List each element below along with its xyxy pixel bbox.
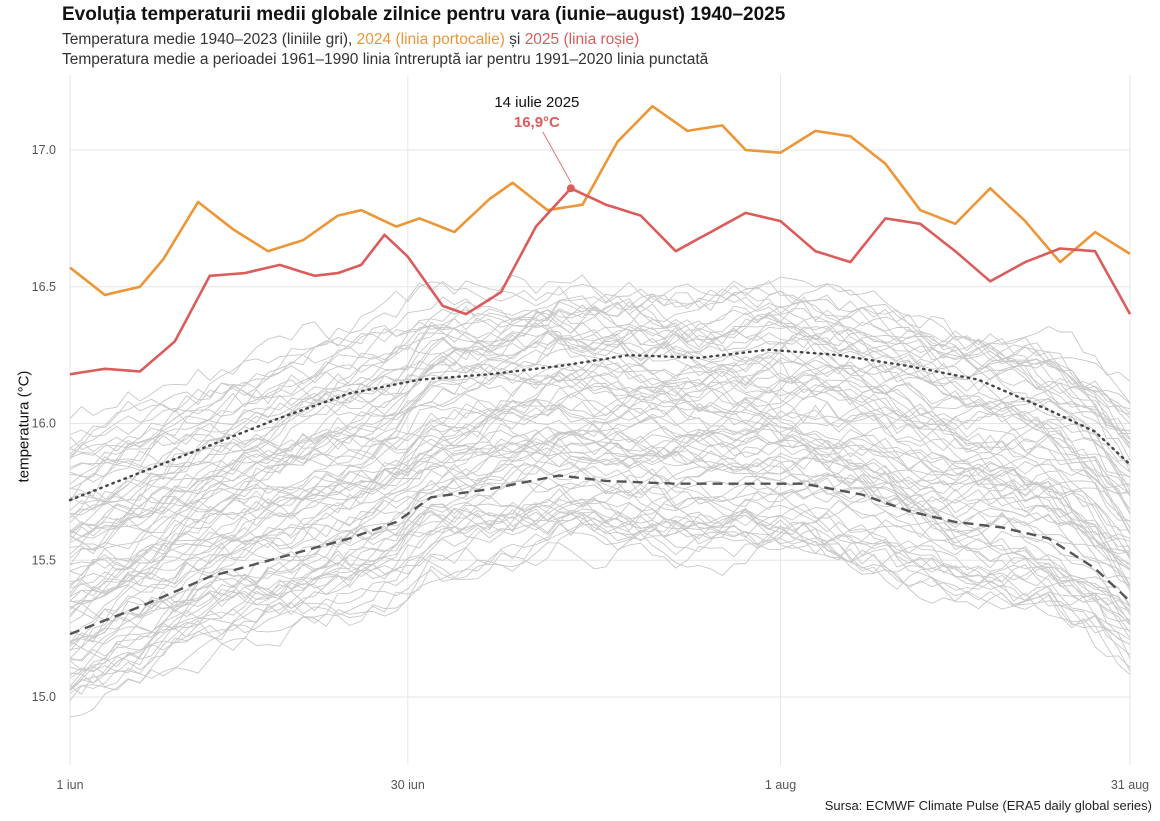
series-line-2025	[69, 187, 1132, 376]
historical-year-line	[69, 381, 1131, 532]
source-note: Sursa: ECMWF Climate Pulse (ERA5 daily g…	[824, 798, 1152, 813]
historical-year-line	[69, 320, 1131, 483]
historical-year-line	[69, 283, 1131, 458]
annotation: 14 iulie 2025 16,9°C	[494, 94, 579, 193]
historical-year-line	[69, 430, 1131, 620]
series-line-1991-2020	[68, 348, 1132, 502]
historical-year-line	[69, 385, 1131, 555]
historical-year-line	[69, 512, 1131, 695]
historical-year-line	[69, 447, 1131, 659]
historical-year-line	[69, 386, 1130, 588]
x-tick-label: 1 iun	[56, 778, 83, 792]
historical-year-line	[69, 367, 1131, 566]
historical-year-line	[69, 286, 1131, 469]
series-line-2024	[69, 104, 1131, 297]
historical-year-line	[69, 301, 1131, 449]
historical-year-line	[69, 442, 1131, 647]
historical-year-line	[69, 496, 1131, 691]
historical-year-line	[69, 322, 1131, 516]
axis-ticks: 15.0 15.5 16.0 16.5 17.0 1 iun 30 iun 1 aug 31 a…	[32, 143, 1150, 792]
annotation-leader	[542, 131, 572, 183]
year-lines	[69, 104, 1132, 376]
historical-year-line	[69, 503, 1131, 690]
chart-subtitle-line2: Temperatura medie a perioadei 1961–1990 …	[62, 51, 709, 68]
historical-year-line	[69, 499, 1131, 679]
historical-year-line	[69, 280, 1131, 460]
historical-year-line	[69, 305, 1131, 502]
x-tick-label: 1 aug	[765, 778, 796, 792]
x-tick-label: 30 iun	[391, 778, 425, 792]
historical-year-line	[69, 422, 1131, 569]
historical-year-line	[69, 385, 1131, 555]
historical-year-line	[69, 365, 1131, 539]
historical-year-line	[69, 415, 1131, 597]
historical-year-line	[69, 518, 1131, 687]
historical-year-line	[69, 521, 1131, 718]
historical-year-line	[69, 325, 1131, 490]
subtitle-prefix: Temperatura medie 1940–2023 (liniile gri…	[62, 31, 357, 48]
historical-year-line	[69, 431, 1131, 611]
y-tick-label: 15.5	[32, 553, 56, 567]
historical-year-line	[69, 469, 1131, 639]
historical-year-line	[69, 405, 1131, 585]
x-tick-label: 31 aug	[1111, 778, 1149, 792]
y-tick-label: 16.5	[32, 280, 56, 294]
historical-year-line	[69, 338, 1131, 535]
historical-year-line	[69, 478, 1131, 676]
historical-year-line	[69, 341, 1131, 544]
historical-year-line	[69, 324, 1131, 505]
historical-year-line	[69, 429, 1131, 602]
historical-year-line	[69, 488, 1131, 701]
historical-year-line	[69, 295, 1131, 451]
historical-year-line	[69, 274, 1131, 419]
historical-year-line	[69, 476, 1131, 646]
historical-year-line	[69, 369, 1131, 530]
historical-year-line	[69, 365, 1131, 537]
grid-lines	[69, 75, 1131, 765]
historical-year-line	[69, 441, 1131, 594]
historical-lines	[69, 274, 1131, 718]
historical-year-line	[69, 425, 1131, 643]
chart-subtitle-line1: Temperatura medie 1940–2023 (liniile gri…	[62, 31, 639, 49]
annotation-value: 16,9°C	[514, 114, 560, 131]
historical-year-line	[69, 468, 1131, 671]
historical-year-line	[69, 420, 1131, 605]
historical-year-line	[69, 457, 1131, 622]
historical-year-line	[69, 507, 1131, 675]
historical-year-line	[69, 358, 1131, 534]
historical-year-line	[69, 406, 1131, 583]
historical-year-line	[69, 426, 1131, 624]
series-line-1961-1990	[69, 474, 1131, 636]
y-tick-label: 16.0	[32, 417, 56, 431]
chart-title: Evoluția temperaturii medii globale ziln…	[62, 4, 786, 25]
historical-year-line	[69, 494, 1131, 662]
y-tick-label: 15.0	[32, 690, 56, 704]
y-tick-label: 17.0	[32, 143, 56, 157]
historical-year-line	[69, 358, 1131, 544]
historical-year-line	[69, 401, 1131, 597]
annotation-date: 14 iulie 2025	[494, 94, 579, 111]
subtitle-mid: și	[504, 31, 525, 48]
historical-year-line	[69, 463, 1131, 602]
historical-year-line	[69, 522, 1131, 692]
historical-year-line	[69, 327, 1131, 518]
historical-year-line	[69, 280, 1131, 462]
subtitle-2025: 2025 (linia roșie)	[524, 31, 640, 48]
historical-year-line	[69, 344, 1131, 511]
mean-lines	[68, 348, 1132, 636]
subtitle-2024: 2024 (linia portocalie)	[356, 31, 505, 48]
annotation-point	[566, 184, 575, 193]
